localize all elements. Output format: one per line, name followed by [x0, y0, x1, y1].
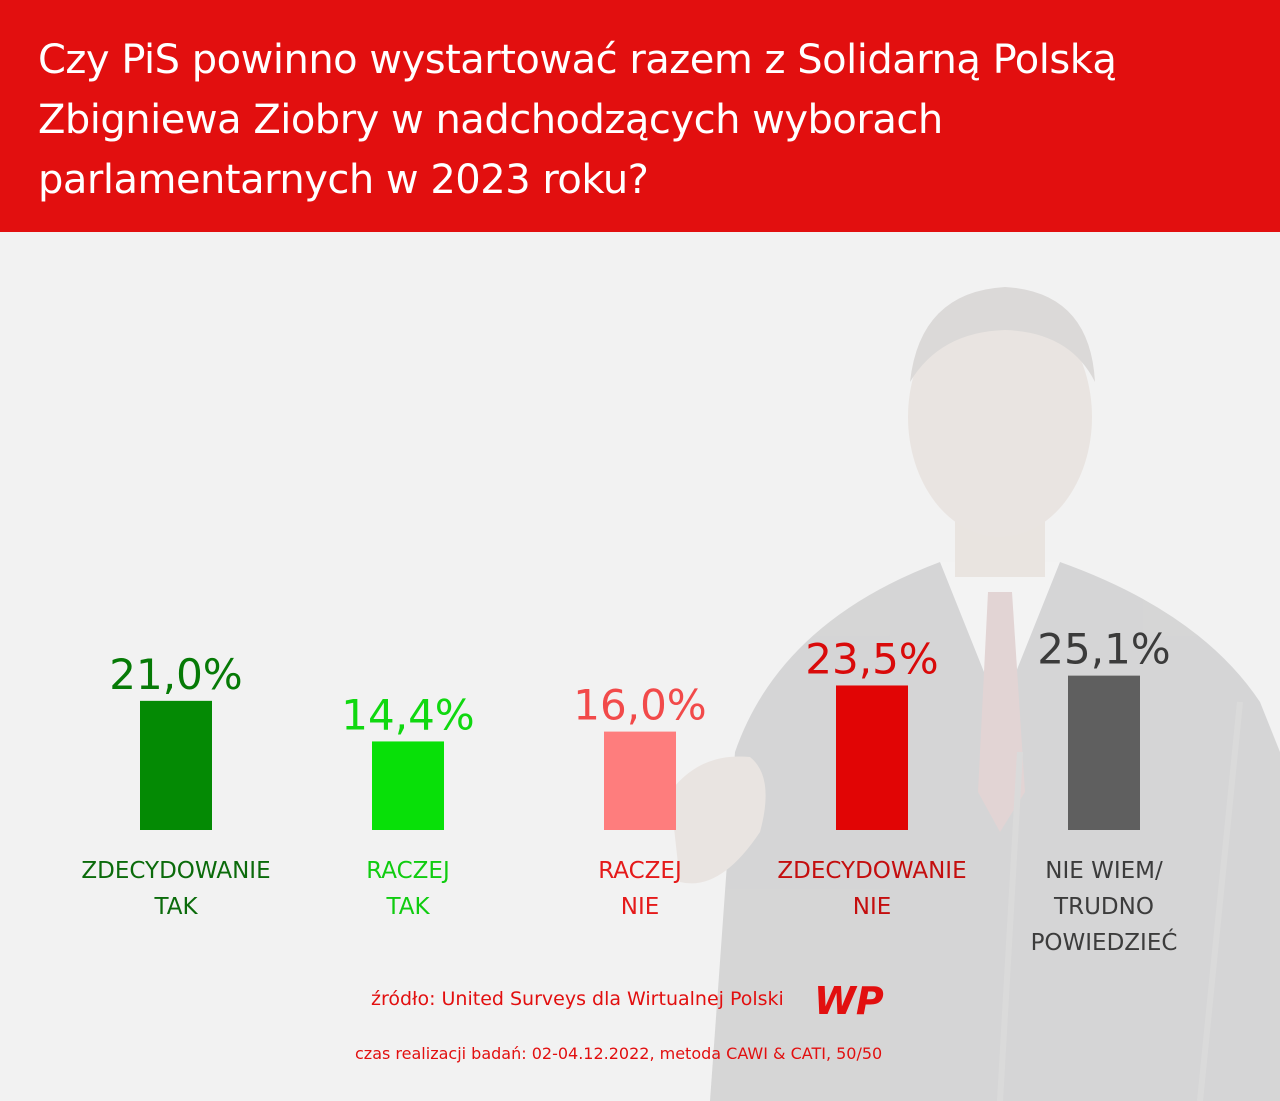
value-label: 14,4%	[341, 690, 474, 739]
bar-chart: 21,0% ZDECYDOWANIE TAK 14,4% RACZEJ TAK 16,0% R…	[81, 625, 1178, 956]
category-label: ZDECYDOWANIE	[777, 858, 966, 884]
wp-logo-text: WP	[814, 979, 884, 1020]
value-label: 23,5%	[805, 634, 938, 683]
category-label: ZDECYDOWANIE	[81, 858, 270, 884]
title-line: Zbigniewa Ziobry w nadchodzących wyborac…	[38, 97, 943, 143]
photo-mic	[1197, 701, 1243, 1101]
header-banner: Czy PiS powinno wystartować razem z Soli…	[0, 0, 1280, 232]
bar	[140, 700, 212, 830]
category-label: NIE	[853, 894, 892, 920]
photo-head	[908, 297, 1092, 537]
value-label: 25,1%	[1037, 625, 1170, 674]
photo-tie	[978, 592, 1025, 832]
source-text: źródło: United Surveys dla Wirtualnej Po…	[371, 988, 784, 1010]
bar	[604, 731, 676, 830]
photo-hand	[670, 756, 766, 884]
category-label: RACZEJ	[366, 858, 450, 884]
bar	[372, 741, 444, 830]
bar	[836, 685, 908, 830]
category-label: NIE WIEM/	[1045, 858, 1163, 884]
chart-title: Czy PiS powinno wystartować razem z Soli…	[38, 30, 1248, 210]
photo-shirt	[940, 562, 1060, 712]
source-row: źródło: United Surveys dla Wirtualnej Po…	[0, 968, 1280, 1028]
bar	[1068, 675, 1140, 830]
value-label: 21,0%	[109, 650, 242, 699]
category-label: NIE	[621, 894, 660, 920]
wp-logo: WP	[814, 979, 884, 1020]
title-line: Czy PiS powinno wystartować razem z Soli…	[38, 37, 1117, 83]
photo-neck	[955, 497, 1045, 577]
photo-hair	[910, 287, 1095, 382]
category-label: POWIEDZIEĆ	[1031, 928, 1178, 956]
category-label: RACZEJ	[598, 858, 682, 884]
category-label: TAK	[385, 894, 430, 920]
category-label: TAK	[153, 894, 198, 920]
value-label: 16,0%	[573, 681, 706, 730]
title-line: parlamentarnych w 2023 roku?	[38, 157, 649, 203]
photo-mic	[997, 751, 1023, 1101]
category-label: TRUDNO	[1053, 894, 1154, 920]
survey-meta: czas realizacji badań: 02-04.12.2022, me…	[355, 1044, 883, 1063]
